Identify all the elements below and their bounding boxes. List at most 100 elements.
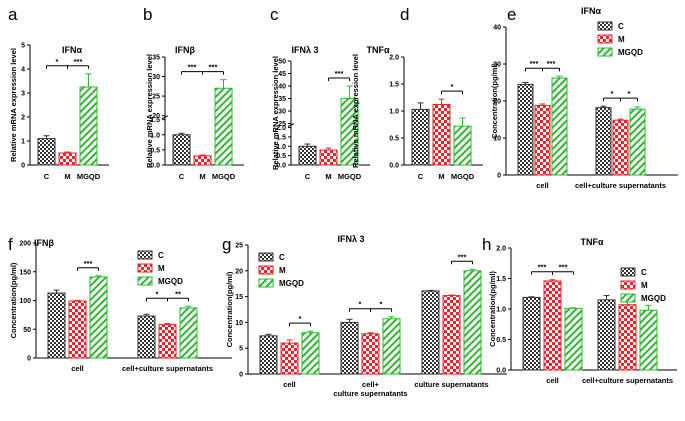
bar-M [58,152,77,166]
y-tick-label: 0.5 [276,153,286,160]
x-category-label: M [199,172,205,181]
x-category-label: C [305,172,311,181]
y-tick-label: 1.0 [496,307,506,314]
bar-MGQD [453,125,472,166]
legend-label: C [618,22,624,31]
y-tick-label: 40 [278,84,286,91]
y-tick-label: 0.5 [389,136,399,143]
y-tick-label: 45 [278,71,286,78]
y-tick-label: 1.0 [389,109,399,116]
bar-C [47,292,66,359]
y-tick-label: 15 [235,294,243,301]
x-category-label: culture supernatants [333,389,407,398]
bar-M [319,149,338,166]
legend-label: MGQD [618,48,643,57]
bar-M [193,155,212,166]
bar-M [432,104,451,166]
bar-C [172,134,191,166]
y-tick-label: 1.5 [389,82,399,89]
legend-swatch-MGQD [597,47,613,57]
bar-M [442,295,461,375]
x-category-label: culture supernatants [414,380,488,389]
y-tick-label: 20 [152,113,160,120]
bar-C [522,296,541,371]
x-category-label: M [325,172,331,181]
bar-MGQD [463,270,482,375]
y-tick-label: 10 [493,136,501,143]
x-category-label: MGQD [338,172,362,181]
legend-swatch-M [620,280,636,290]
legend-label: C [641,268,647,277]
panel-title: TNFα [366,45,389,55]
sig-marker: *** [530,59,539,68]
legend-swatch-C [597,21,613,31]
sig-marker: ** [175,289,181,298]
panel-d: d TNFα 0.0 0.5 1.0 1.5 2.0 Relative mRNA expres… [351,5,483,181]
y-tick-label: 20 [493,99,501,106]
panel-letter: e [507,5,516,24]
panel-g: g IFNλ 3 0 5 10 15 20 25 Concentration(pg/ml) cel… [222,234,507,398]
y-tick-label: 30 [493,62,501,69]
y-tick-label: 25 [152,94,160,101]
x-category-label: cell [546,376,559,385]
x-category-label: M [438,172,444,181]
panel-e: e IFNα 0 10 20 30 40 Concentration(pg/ml) cell ce… [490,5,678,190]
x-category-label: M [64,172,70,181]
panel-letter: d [400,5,409,24]
panel-f: f IFNβ 0 50 100 150 200 Concentration(pg/ml) cel… [8,235,232,373]
bar-M [280,342,299,375]
bar-C [597,299,616,371]
x-category-label: C [179,172,185,181]
y-tick-label: 0 [497,173,501,180]
x-category-label: cell [283,380,296,389]
y-tick-label: 25 [278,121,286,128]
legend-swatch-C [258,252,274,262]
panel-letter: h [482,235,491,254]
sig-marker: *** [559,263,568,272]
y-tick-label: 30 [278,109,286,116]
y-tick-label: 1.5 [150,117,160,124]
bar-C [137,315,156,359]
y-tick-label: 0.0 [276,163,286,170]
bar-MGQD [179,307,198,359]
y-tick-label: 35 [278,96,286,103]
sig-marker: *** [335,69,344,78]
y-tick-label: 150 [19,269,31,276]
y-tick-label: 100 [19,298,31,305]
y-tick-label: 0.0 [150,163,160,170]
panel-letter: b [143,5,152,24]
sig-marker: *** [458,252,467,261]
panel-title: IFNα [581,6,601,16]
legend-label: M [641,281,648,290]
bar-C [411,108,430,166]
y-axis-label: Relative mRNA expression level [271,56,280,170]
sig-marker: *** [547,59,556,68]
bar-C [298,145,317,166]
sig-marker: * [359,300,362,309]
bar-MGQD [89,276,108,359]
legend-label: M [279,266,286,275]
legend-label: MGQD [641,294,666,303]
panel-letter: g [222,235,231,254]
legend-label: C [158,251,164,260]
sig-marker: *** [84,259,93,268]
legend-label: MGQD [279,279,304,288]
panel-title: IFNα [62,45,82,55]
bar-M [618,304,637,371]
legend-label: M [618,35,625,44]
y-axis-label: Relative mRNA expression level [9,48,18,162]
y-tick-label: 50 [23,327,31,334]
y-tick-label: 5 [239,346,243,353]
legend-label: M [158,264,165,273]
bar-M [158,324,177,359]
y-tick-label: 1.0 [150,132,160,139]
y-axis-label: Concentration(pg/ml) [490,63,499,139]
y-tick-label: 1.5 [496,276,506,283]
y-tick-label: 0.5 [496,337,506,344]
y-tick-label: 1.5 [276,134,286,141]
sig-marker: * [628,89,631,98]
panel-letter: c [270,5,279,24]
